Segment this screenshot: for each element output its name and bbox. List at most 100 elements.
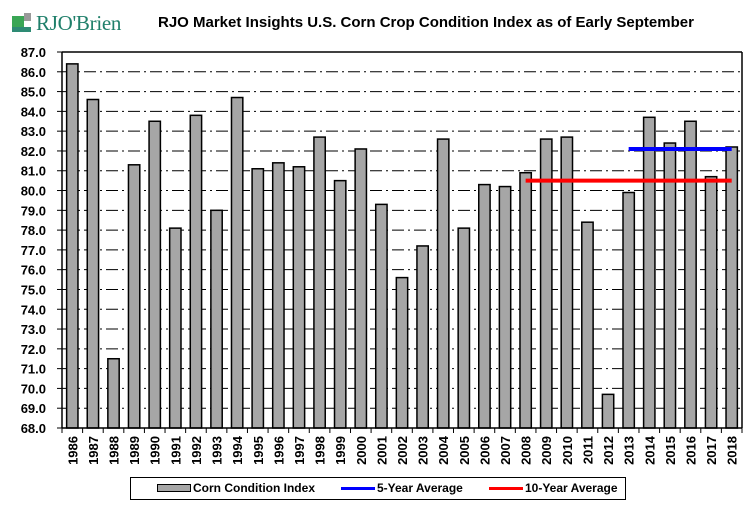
bar-2018	[725, 146, 739, 429]
legend-item-5yr-avg: 5-Year Average	[341, 481, 463, 495]
x-tick-label: 2000	[354, 436, 369, 465]
bar-2002	[395, 276, 409, 429]
x-tick-label: 2014	[642, 435, 657, 465]
axes	[57, 51, 743, 433]
x-tick-label: 2002	[395, 436, 410, 465]
x-tick-label: 2012	[601, 436, 616, 465]
bars	[65, 63, 739, 429]
bar-2015	[663, 142, 677, 429]
legend-blue-line-swatch	[341, 486, 375, 490]
bar-2012	[601, 393, 615, 429]
average-lines	[525, 146, 732, 183]
bar-1999	[333, 179, 347, 429]
bar-2005	[457, 227, 471, 429]
x-tick-label: 2004	[436, 435, 451, 465]
y-tick-label: 86.0	[21, 65, 46, 80]
bar-1990	[148, 120, 162, 429]
legend-label: 10-Year Average	[525, 481, 618, 495]
legend-item-10yr-avg: 10-Year Average	[489, 481, 618, 495]
y-tick-label: 84.0	[21, 104, 46, 119]
chart-title: RJO Market Insights U.S. Corn Crop Condi…	[158, 14, 694, 31]
bar-1991	[168, 227, 182, 429]
bar-2006	[478, 183, 491, 429]
logo-wordmark: RJO'Brien	[36, 10, 122, 35]
x-tick-label: 2007	[498, 436, 513, 465]
y-tick-label: 68.0	[21, 421, 46, 436]
x-tick-label: 2001	[374, 436, 389, 465]
bar-1995	[251, 168, 265, 429]
x-tick-label: 2011	[580, 436, 595, 464]
x-tick-label: 1991	[168, 436, 183, 465]
x-tick-label: 1997	[292, 436, 307, 465]
x-tick-label: 2018	[725, 436, 740, 465]
bar-2004	[436, 138, 450, 429]
x-tick-label: 2017	[704, 436, 719, 465]
y-tick-label: 73.0	[21, 322, 46, 337]
bar-2017	[704, 175, 718, 429]
bar-1997	[292, 166, 306, 429]
bar-2016	[684, 120, 697, 429]
x-tick-label: 1986	[65, 436, 80, 465]
y-tick-label: 75.0	[21, 282, 46, 297]
y-tick-label: 76.0	[21, 263, 46, 278]
y-tick-label: 78.0	[21, 223, 46, 238]
rjo-brien-logo: RJO'Brien	[12, 10, 121, 36]
bar-2013	[622, 191, 636, 429]
y-tick-labels: 68.0 69.0 70.0 71.0 72.0 73.0 74.0 75.0 76.0 77.0…	[21, 45, 46, 436]
bar-1993	[210, 209, 223, 429]
x-tick-label: 2009	[539, 436, 554, 465]
x-tick-label: 2016	[683, 436, 698, 465]
y-tick-label: 77.0	[21, 243, 46, 258]
x-tick-label: 1995	[251, 436, 266, 465]
bar-2014	[642, 116, 656, 429]
x-tick-label: 2003	[416, 436, 431, 465]
logo-mark-icon	[12, 13, 32, 33]
y-tick-label: 80.0	[21, 184, 46, 199]
x-tick-labels: 1986 1987 1988 1989 1990 1991 1992 1993 1994 1995…	[65, 435, 739, 465]
bar-2001	[374, 203, 388, 429]
x-tick-label: 1999	[333, 436, 348, 465]
y-tick-label: 70.0	[21, 381, 46, 396]
bar-2007	[498, 185, 512, 429]
legend: Corn Condition Index 5-Year Average 10-Y…	[130, 477, 626, 500]
x-tick-label: 2006	[477, 436, 492, 465]
bar-1988	[107, 357, 120, 429]
y-tick-label: 87.0	[21, 45, 46, 60]
x-tick-label: 1996	[271, 436, 286, 465]
bar-1987	[86, 98, 100, 429]
y-tick-label: 69.0	[21, 401, 46, 416]
y-tick-label: 81.0	[21, 164, 46, 179]
bar-2003	[416, 245, 430, 429]
bar-1992	[189, 114, 203, 429]
x-tick-label: 2008	[519, 436, 534, 465]
legend-label: Corn Condition Index	[193, 481, 315, 495]
bar-2000	[354, 148, 368, 429]
x-tick-label: 1994	[230, 435, 245, 465]
y-tick-label: 71.0	[21, 362, 46, 377]
bar-1994	[230, 96, 244, 429]
bar-1989	[127, 164, 141, 429]
y-tick-label: 83.0	[21, 124, 46, 139]
x-tick-label: 1990	[148, 436, 163, 465]
x-tick-label: 2005	[457, 436, 472, 465]
legend-bar-swatch	[157, 484, 191, 492]
x-tick-label: 1989	[127, 436, 142, 465]
bar-1996	[271, 162, 285, 429]
x-tick-label: 1992	[189, 436, 204, 465]
x-tick-label: 2010	[560, 436, 575, 465]
bar-2011	[581, 221, 594, 429]
x-tick-label: 1988	[107, 436, 122, 465]
bar-1986	[65, 63, 79, 429]
x-tick-label: 1998	[313, 436, 328, 465]
y-tick-label: 72.0	[21, 342, 46, 357]
y-tick-label: 74.0	[21, 302, 46, 317]
legend-red-line-swatch	[489, 486, 523, 490]
x-tick-label: 1993	[210, 436, 225, 465]
y-tick-label: 85.0	[21, 85, 46, 100]
x-tick-label: 1987	[86, 436, 101, 465]
y-tick-label: 79.0	[21, 203, 46, 218]
legend-item-corn-index: Corn Condition Index	[157, 481, 315, 495]
x-tick-label: 2015	[663, 436, 678, 465]
x-tick-label: 2013	[622, 436, 637, 465]
